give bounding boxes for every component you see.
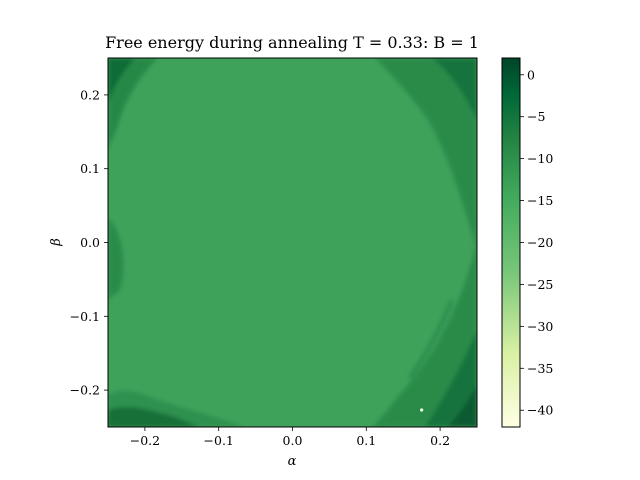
heatmap-edge-structures xyxy=(108,58,477,427)
colorbar-tick-label: −25 xyxy=(527,277,553,292)
colorbar-tick-label: −20 xyxy=(527,235,553,250)
colorbar-tick-label: −5 xyxy=(527,109,545,124)
heatmap-background xyxy=(108,58,477,427)
x-axis-ticks: −0.2 −0.1 0.0 0.1 0.2 xyxy=(130,427,450,448)
minimum-marker xyxy=(420,408,424,412)
y-tick-label: 0.0 xyxy=(80,235,100,250)
x-tick-label: 0.1 xyxy=(356,433,376,448)
y-tick-label: −0.1 xyxy=(70,309,100,324)
chart-title: Free energy during annealing T = 0.33: B… xyxy=(105,33,479,52)
colorbar xyxy=(501,57,521,428)
heatmap xyxy=(108,58,477,427)
colorbar-tick-label: −40 xyxy=(527,403,553,418)
x-tick-label: 0.0 xyxy=(283,433,303,448)
colorbar-tick-label: −35 xyxy=(527,361,553,376)
y-tick-label: −0.2 xyxy=(70,383,100,398)
x-tick-label: −0.2 xyxy=(130,433,160,448)
y-tick-label: 0.2 xyxy=(80,87,100,102)
colorbar-tick-label: 0 xyxy=(527,67,535,82)
y-axis-ticks: 0.2 0.1 0.0 −0.1 −0.2 xyxy=(70,87,108,398)
colorbar-tick-label: −15 xyxy=(527,193,553,208)
colorbar-tick-label: −10 xyxy=(527,151,553,166)
colorbar-ticks: 0 −5 −10 −15 −20 −25 −30 −35 −40 xyxy=(520,67,553,418)
y-tick-label: 0.1 xyxy=(80,161,100,176)
x-axis-label: α xyxy=(288,454,297,469)
colorbar-tick-label: −30 xyxy=(527,319,553,334)
x-tick-label: −0.1 xyxy=(204,433,234,448)
y-axis-label: β xyxy=(49,238,64,247)
x-tick-label: 0.2 xyxy=(430,433,450,448)
